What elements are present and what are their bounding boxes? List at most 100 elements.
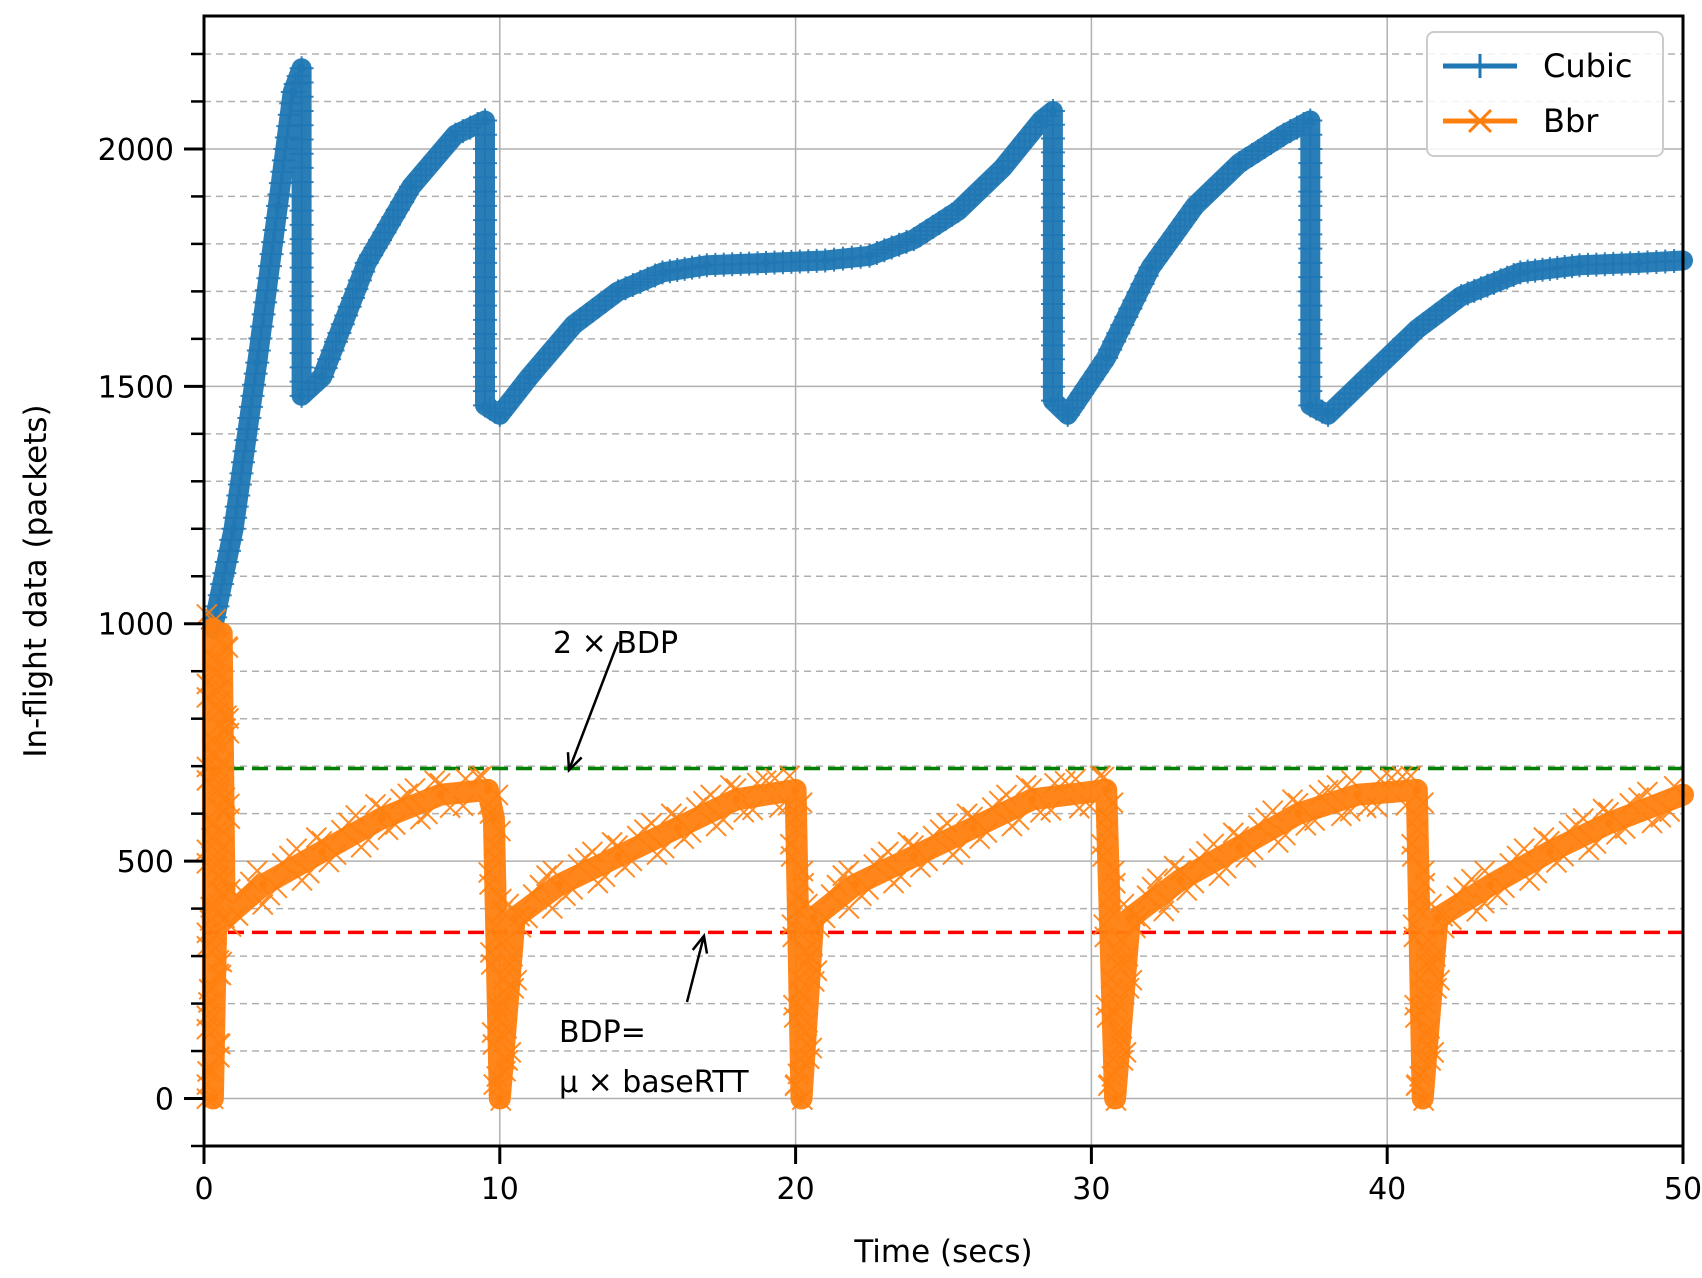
minor-grid <box>204 53 1683 1147</box>
legend-marker-bbr <box>1467 108 1493 134</box>
data-point-cubic <box>1306 116 1315 125</box>
data-point-cubic <box>525 372 534 381</box>
data-point-cubic <box>1279 130 1288 139</box>
y-tick-label: 1000 <box>98 608 174 643</box>
data-point-cubic <box>273 201 282 210</box>
annotation-2bdp-arrow <box>566 641 620 774</box>
data-point-cubic <box>1102 353 1111 362</box>
data-point-bbr <box>1418 1094 1427 1103</box>
data-point-cubic <box>762 258 770 267</box>
data-point-bbr <box>489 814 498 823</box>
data-point-cubic <box>229 524 238 533</box>
data-point-bbr <box>1102 785 1111 794</box>
x-axis-label: Time (secs) <box>853 1234 1032 1270</box>
data-point-cubic <box>481 401 489 410</box>
data-point-cubic <box>821 256 830 265</box>
data-point-bbr <box>377 814 386 823</box>
data-point-bbr <box>969 823 978 832</box>
data-point-cubic <box>1048 396 1057 405</box>
y-tick-label: 500 <box>117 845 174 880</box>
data-point-cubic <box>288 88 297 96</box>
legend-entry-cubic: Cubic <box>1443 47 1632 85</box>
data-point-cubic <box>1063 410 1072 419</box>
legend: Cubic Bbr <box>1426 31 1664 157</box>
data-point-bbr <box>220 914 229 923</box>
annotation-bdp-label-line2: μ × baseRTT <box>559 1065 749 1100</box>
data-point-cubic <box>954 206 963 215</box>
series-markers-bbr <box>196 603 1685 1112</box>
data-point-bbr <box>1433 914 1442 923</box>
data-point-bbr <box>909 852 918 861</box>
annotations: 2 × BDP BDP= μ × baseRTT <box>553 626 749 1100</box>
data-point-cubic <box>1306 401 1315 410</box>
data-point-bbr <box>259 880 268 889</box>
data-point-cubic <box>1146 263 1155 272</box>
data-point-cubic <box>451 130 460 139</box>
data-point-cubic <box>481 116 489 125</box>
data-point-cubic <box>1235 159 1244 168</box>
data-point-bbr <box>1545 847 1554 856</box>
data-point-cubic <box>1634 258 1643 267</box>
data-point-bbr <box>555 880 563 889</box>
data-point-cubic <box>495 410 504 419</box>
x-tick-label: 40 <box>1368 1172 1406 1207</box>
x-tick-label: 0 <box>194 1172 213 1207</box>
series-layer <box>196 56 1694 1112</box>
x-tick-label: 30 <box>1072 1172 1110 1207</box>
data-point-bbr <box>809 914 818 923</box>
major-grid <box>203 16 1684 1146</box>
x-tick-label: 50 <box>1664 1172 1702 1207</box>
data-point-cubic <box>253 358 262 367</box>
annotation-bdp-label-line1: BDP= <box>559 1015 646 1050</box>
annotation-2bdp-arrow-head <box>566 752 583 774</box>
data-point-bbr <box>791 785 800 794</box>
data-point-cubic <box>407 182 416 191</box>
series-bbr <box>196 603 1694 1112</box>
legend-entry-bbr: Bbr <box>1443 102 1599 140</box>
data-point-cubic <box>1516 268 1525 277</box>
data-point-bbr <box>495 1094 504 1103</box>
plot-frame <box>202 14 1685 1148</box>
axes-frame <box>202 14 1685 1148</box>
data-point-cubic <box>1575 261 1584 270</box>
data-point-cubic <box>658 268 667 277</box>
x-tick-label: 20 <box>777 1172 815 1207</box>
data-point-cubic <box>1457 292 1466 301</box>
annotation-2bdp-label: 2 × BDP <box>553 626 678 661</box>
data-point-bbr <box>673 823 682 832</box>
data-point-bbr <box>1125 914 1134 923</box>
data-point-bbr <box>484 785 492 794</box>
data-point-bbr <box>1235 842 1244 851</box>
data-point-cubic <box>297 391 306 400</box>
series-band-bbr <box>201 617 1694 1110</box>
x-tick-label: 10 <box>481 1172 519 1207</box>
data-point-bbr <box>208 624 217 633</box>
data-point-bbr <box>1605 819 1613 828</box>
data-point-cubic <box>702 261 711 270</box>
data-point-cubic <box>1190 201 1199 210</box>
annotation-2bdp-arrow-shaft <box>567 641 620 771</box>
ticks <box>184 52 1685 1164</box>
data-point-bbr <box>614 852 623 861</box>
data-point-cubic <box>998 163 1007 172</box>
y-tick-label: 0 <box>155 1083 174 1118</box>
tick-labels: 0 500 1000 1500 2000 0 10 20 30 40 50 <box>98 133 1702 1207</box>
annotation-bdp-arrow-shaft <box>685 935 706 1003</box>
data-point-bbr <box>318 847 327 856</box>
data-point-bbr <box>217 629 226 638</box>
data-point-bbr <box>436 790 445 799</box>
y-tick-label: 1500 <box>98 370 174 405</box>
annotation-bdp-arrow <box>685 932 709 1003</box>
data-point-cubic <box>1037 116 1046 125</box>
data-point-bbr <box>1176 876 1185 885</box>
data-point-bbr <box>850 880 859 889</box>
data-point-cubic <box>865 251 874 260</box>
data-point-cubic <box>569 320 578 329</box>
annotation-bdp-arrow-head <box>691 932 709 954</box>
data-point-bbr <box>1353 790 1362 799</box>
data-point-cubic <box>1048 107 1057 115</box>
data-point-bbr <box>1412 785 1421 794</box>
legend-marker-cubic <box>1468 54 1492 78</box>
data-point-cubic <box>1368 368 1377 377</box>
